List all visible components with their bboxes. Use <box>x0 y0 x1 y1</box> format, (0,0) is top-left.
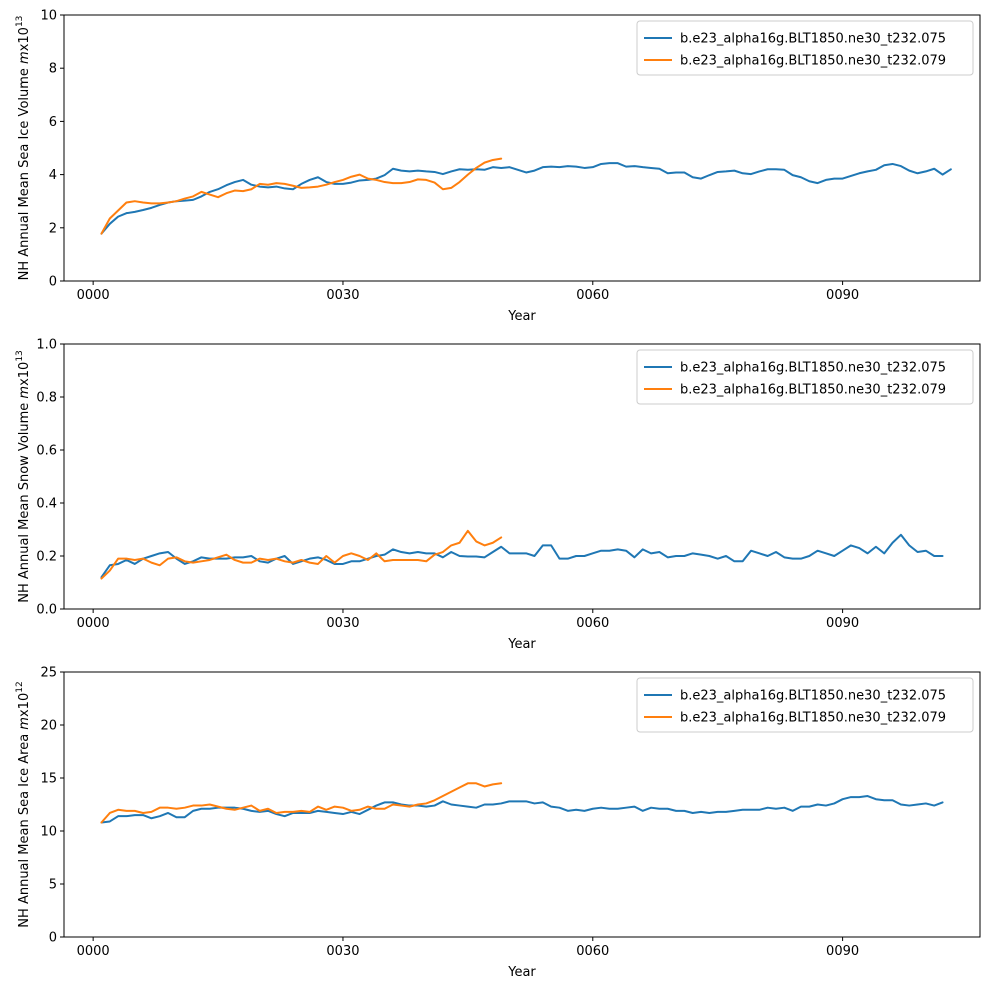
y-tick-label: 5 <box>49 878 57 893</box>
y-tick-label: 0.6 <box>36 444 57 459</box>
legend-box <box>636 349 974 405</box>
legend-label-2: b.e23_alpha16g.BLT1850.ne30_t232.079 <box>680 383 946 398</box>
y-tick-label: 20 <box>40 719 57 734</box>
plot-frame <box>63 343 981 610</box>
series-line-1 <box>100 533 944 579</box>
x-axis-label: Year <box>507 637 536 652</box>
chart-panel-3: 0000 0030 0060 0090 0 5 10 15 20 25 Year NH Annual … <box>15 666 981 980</box>
y-axis-label: NH Annual Mean Sea Ice Area mx1012 <box>15 681 32 927</box>
x-tick-label: 0090 <box>826 288 859 303</box>
x-tick-label: 0030 <box>326 616 359 631</box>
y-tick-label: 0.2 <box>36 550 57 565</box>
y-tick-label: 10 <box>40 825 57 840</box>
y-tick-label: 0 <box>49 275 57 290</box>
y-axis-label: NH Annual Mean Snow Volume mx1013 <box>15 350 32 603</box>
x-axis-label: Year <box>507 309 536 324</box>
x-tick-label: 0000 <box>77 944 110 959</box>
legend-label-2: b.e23_alpha16g.BLT1850.ne30_t232.079 <box>680 711 946 726</box>
y-tick-label: 8 <box>49 62 57 77</box>
x-tick-label: 0000 <box>77 616 110 631</box>
chart-panel-2: 0000 0030 0060 0090 0.0 0.2 0.4 0.6 0.8 1.0 Year NH… <box>15 338 981 652</box>
y-tick-label: 0 <box>49 931 57 946</box>
x-tick-label: 0030 <box>326 944 359 959</box>
legend-label-1: b.e23_alpha16g.BLT1850.ne30_t232.075 <box>680 361 946 376</box>
x-tick-label: 0030 <box>326 288 359 303</box>
legend-label-1: b.e23_alpha16g.BLT1850.ne30_t232.075 <box>680 689 946 704</box>
x-tick-label: 0060 <box>576 288 609 303</box>
series-line-1 <box>100 162 952 235</box>
series-line-2 <box>100 782 503 824</box>
series-line-2 <box>100 157 503 235</box>
y-tick-label: 0.4 <box>36 497 57 512</box>
y-tick-label: 1.0 <box>36 338 57 353</box>
y-tick-label: 10 <box>40 9 57 24</box>
x-axis-label: Year <box>507 965 536 980</box>
y-tick-label: 0.0 <box>36 603 57 618</box>
y-axis-label: NH Annual Mean Sea Ice Volume mx1013 <box>15 16 32 281</box>
legend-label-1: b.e23_alpha16g.BLT1850.ne30_t232.075 <box>680 32 946 47</box>
plot-frame <box>63 671 981 938</box>
y-tick-label: 15 <box>40 772 57 787</box>
legend-box <box>636 20 974 76</box>
x-tick-label: 0060 <box>576 616 609 631</box>
y-tick-label: 6 <box>49 115 57 130</box>
y-tick-label: 0.8 <box>36 391 57 406</box>
x-tick-label: 0060 <box>576 944 609 959</box>
plot-frame <box>63 14 981 282</box>
chart-panel-1: 0000 0030 0060 0090 0 2 4 6 8 10 Year NH Annual Mea… <box>15 9 981 324</box>
x-tick-label: 0090 <box>826 944 859 959</box>
y-tick-label: 25 <box>40 666 57 681</box>
x-tick-label: 0000 <box>77 288 110 303</box>
series-line-2 <box>100 529 503 580</box>
legend-label-2: b.e23_alpha16g.BLT1850.ne30_t232.079 <box>680 54 946 69</box>
x-tick-label: 0090 <box>826 616 859 631</box>
legend-box <box>636 677 974 733</box>
y-tick-label: 2 <box>49 221 57 236</box>
y-tick-label: 4 <box>49 168 57 183</box>
